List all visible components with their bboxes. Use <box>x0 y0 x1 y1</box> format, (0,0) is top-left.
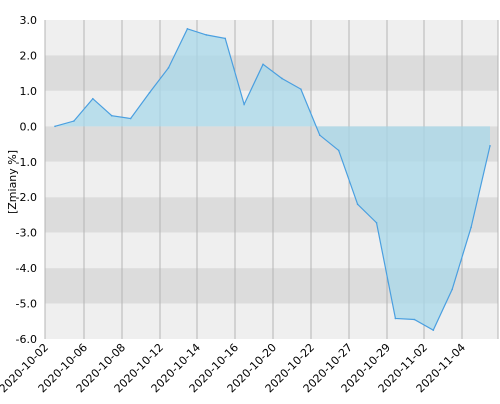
y-tick-label: -2.0 <box>16 191 37 204</box>
data-point-21 <box>451 288 453 291</box>
data-point-10 <box>243 103 245 106</box>
data-point-9 <box>224 37 227 40</box>
y-tick-label: 1.0 <box>20 85 38 98</box>
data-point-0 <box>54 125 56 128</box>
data-point-22 <box>470 226 472 229</box>
y-axis-label: [Zmiany %] <box>6 150 19 214</box>
data-point-6 <box>167 67 170 69</box>
y-tick-labels: 3.0 2.0 1.0 0.0 -1.0 -2.0 -3.0 -4.0 -5.0 -6.0 <box>16 14 37 346</box>
band-0 <box>45 20 498 56</box>
data-point-18 <box>394 317 397 320</box>
data-point-3 <box>110 114 113 117</box>
data-point-23 <box>489 145 491 147</box>
y-tick-label: -1.0 <box>16 156 37 169</box>
y-tick-label: -6.0 <box>16 333 37 346</box>
y-tick-label: -3.0 <box>16 227 37 240</box>
data-point-8 <box>205 34 208 36</box>
data-point-12 <box>281 77 283 80</box>
y-tick-label: -5.0 <box>16 298 37 311</box>
data-point-19 <box>413 318 416 321</box>
series-layer <box>54 28 491 331</box>
y-tick-label: 0.0 <box>20 120 38 133</box>
data-point-4 <box>129 117 132 120</box>
y-tick-label: 3.0 <box>20 14 38 27</box>
data-point-7 <box>186 28 189 30</box>
series-line <box>54 28 491 331</box>
y-tick-label: -4.0 <box>16 262 37 275</box>
data-point-5 <box>148 91 151 94</box>
data-point-2 <box>92 97 94 100</box>
data-point-15 <box>337 149 340 152</box>
data-point-13 <box>300 88 302 90</box>
y-tick-label: 2.0 <box>20 49 38 62</box>
data-point-20 <box>432 329 435 331</box>
data-point-1 <box>73 120 75 122</box>
series-area <box>55 28 490 331</box>
data-point-17 <box>375 221 378 224</box>
data-point-16 <box>356 203 359 206</box>
x-tick-labels: 2020-10-022020-10-062020-10-082020-10-12… <box>0 341 468 395</box>
data-point-11 <box>262 63 264 66</box>
data-point-14 <box>318 134 321 136</box>
